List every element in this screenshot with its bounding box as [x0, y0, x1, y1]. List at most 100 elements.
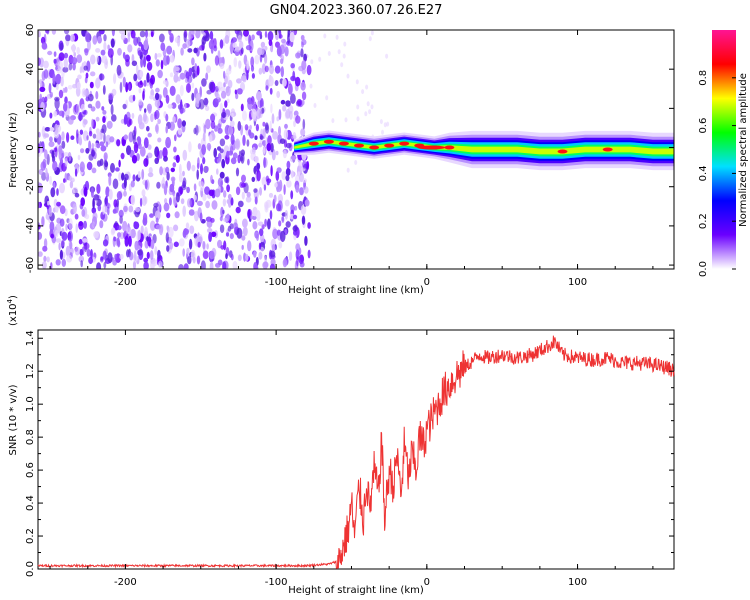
noise-speckle: [192, 72, 196, 79]
noise-speckle: [111, 30, 115, 37]
noise-speckle: [83, 242, 90, 250]
noise-speckle: [93, 231, 99, 239]
noise-speckle: [340, 62, 344, 68]
noise-speckle: [356, 104, 360, 110]
noise-speckle: [45, 167, 48, 178]
noise-speckle: [67, 117, 74, 125]
noise-speckle: [111, 114, 117, 122]
spectrogram-xlabel: Height of straight line (km): [288, 285, 424, 296]
noise-speckle: [238, 60, 242, 69]
noise-speckle: [275, 30, 279, 41]
noise-speckle: [155, 224, 162, 230]
noise-speckle: [63, 52, 69, 59]
noise-speckle: [236, 227, 243, 239]
noise-speckle: [138, 41, 143, 47]
noise-speckle: [293, 30, 298, 36]
noise-speckle: [261, 107, 265, 114]
noise-speckle: [174, 199, 177, 205]
noise-speckle: [88, 130, 93, 137]
noise-speckle: [76, 54, 83, 64]
noise-speckle: [39, 81, 43, 88]
noise-speckle: [187, 48, 193, 53]
x-tick-label: -200: [114, 277, 137, 288]
noise-speckle: [64, 86, 68, 93]
noise-speckle: [175, 94, 181, 104]
noise-speckle: [273, 194, 277, 203]
noise-speckle: [59, 205, 66, 215]
noise-speckle: [137, 114, 143, 126]
noise-speckle: [53, 58, 57, 64]
noise-speckle: [278, 220, 282, 227]
noise-speckle: [90, 54, 96, 65]
noise-speckle: [208, 231, 213, 243]
noise-speckle: [175, 192, 180, 203]
noise-speckle: [189, 30, 195, 39]
noise-speckle: [208, 189, 215, 197]
noise-speckle: [107, 48, 114, 58]
noise-speckle: [269, 120, 272, 132]
noise-speckle: [294, 76, 301, 87]
noise-speckle: [238, 150, 242, 157]
noise-speckle: [174, 211, 180, 219]
noise-speckle: [292, 214, 298, 220]
noise-speckle: [125, 59, 130, 67]
noise-speckle: [146, 251, 150, 259]
signal-peak: [602, 147, 613, 152]
noise-speckle: [102, 239, 109, 247]
noise-speckle: [264, 30, 268, 38]
noise-speckle: [66, 132, 70, 143]
noise-speckle: [49, 91, 53, 98]
noise-speckle: [149, 213, 154, 218]
noise-speckle: [229, 120, 235, 127]
noise-speckle: [102, 250, 107, 260]
noise-speckle: [128, 83, 131, 91]
noise-speckle: [122, 76, 126, 88]
noise-speckle: [38, 231, 43, 240]
noise-speckle: [154, 124, 159, 133]
noise-speckle: [154, 210, 161, 221]
noise-speckle: [300, 48, 304, 58]
noise-speckle: [286, 180, 292, 188]
noise-speckle: [166, 212, 171, 219]
noise-speckle: [182, 43, 187, 49]
noise-speckle: [48, 82, 52, 94]
noise-speckle: [225, 253, 228, 260]
noise-speckle: [202, 241, 206, 250]
noise-speckle: [97, 36, 102, 44]
noise-speckle: [186, 247, 190, 255]
noise-speckle: [65, 245, 71, 257]
noise-speckle: [157, 118, 161, 125]
noise-speckle: [141, 195, 147, 206]
noise-speckle: [187, 256, 192, 265]
noise-speckle: [282, 78, 287, 87]
noise-speckle: [241, 244, 244, 250]
noise-speckle: [214, 125, 218, 132]
noise-speckle: [240, 155, 244, 162]
noise-speckle: [165, 136, 172, 149]
noise-speckle: [214, 55, 219, 66]
noise-speckle: [149, 220, 156, 231]
noise-speckle: [283, 184, 286, 196]
noise-speckle: [145, 30, 148, 38]
noise-speckle: [301, 215, 306, 225]
noise-speckle: [140, 57, 144, 68]
noise-speckle: [86, 135, 89, 141]
noise-speckle: [219, 224, 225, 233]
noise-speckle: [298, 161, 303, 167]
noise-speckle: [114, 221, 118, 227]
noise-speckle: [58, 89, 64, 99]
noise-speckle: [154, 52, 158, 61]
noise-speckle: [263, 184, 267, 191]
noise-speckle: [39, 86, 46, 92]
noise-speckle: [162, 79, 168, 85]
noise-speckle: [294, 205, 298, 211]
noise-speckle: [128, 131, 134, 143]
noise-speckle: [267, 218, 271, 230]
noise-speckle: [229, 223, 234, 230]
noise-speckle: [258, 142, 263, 148]
noise-speckle: [173, 241, 179, 248]
y-tick-label: 0: [25, 144, 36, 150]
noise-speckle: [259, 97, 264, 110]
noise-speckle: [122, 103, 127, 110]
noise-speckle: [40, 36, 46, 45]
